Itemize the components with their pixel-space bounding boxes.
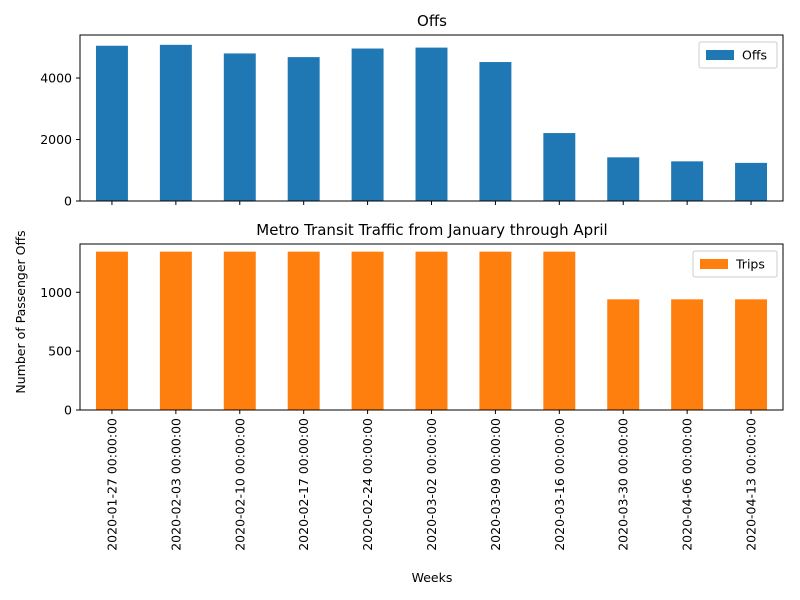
x-tick-label-2: 2020-02-10 00:00:00 <box>232 418 247 551</box>
bar-offs-8 <box>543 133 576 201</box>
bar-trips-7 <box>479 251 512 410</box>
x-tick-label-6: 2020-03-09 00:00:00 <box>488 418 503 551</box>
y-tick-label-offs-2: 4000 <box>40 71 72 86</box>
bar-offs-2 <box>159 44 192 201</box>
bar-trips-6 <box>415 251 448 410</box>
bar-trips-2 <box>159 251 192 410</box>
legend-swatch-trips <box>700 259 728 269</box>
y-tick-label-offs-0: 0 <box>64 194 72 209</box>
chart-title-trips: Metro Transit Traffic from January throu… <box>256 221 607 239</box>
chart-panel-trips: Metro Transit Traffic from January throu… <box>40 221 784 551</box>
bar-trips-3 <box>223 251 256 410</box>
x-tick-label-3: 2020-02-17 00:00:00 <box>296 418 311 551</box>
bar-offs-5 <box>351 48 384 201</box>
x-tick-label-1: 2020-02-03 00:00:00 <box>168 418 183 551</box>
legend-label-offs: Offs <box>742 48 767 63</box>
x-tick-label-0: 2020-01-27 00:00:00 <box>104 418 119 551</box>
bar-trips-10 <box>671 299 704 410</box>
legend-trips <box>692 250 778 278</box>
bar-offs-9 <box>607 157 640 201</box>
legend-offs <box>698 41 778 69</box>
bar-offs-1 <box>95 45 128 201</box>
x-tick-label-7: 2020-03-16 00:00:00 <box>552 418 567 551</box>
bar-offs-6 <box>415 47 448 202</box>
legend-swatch-offs <box>706 50 734 60</box>
bar-trips-5 <box>351 251 384 410</box>
bar-trips-1 <box>95 251 128 410</box>
x-tick-label-8: 2020-03-30 00:00:00 <box>616 418 631 551</box>
y-tick-label-trips-1: 500 <box>48 344 72 359</box>
bar-offs-10 <box>671 161 704 201</box>
bar-offs-3 <box>223 53 256 201</box>
y-axis-label: Number of Passenger Offs <box>13 230 28 393</box>
y-tick-label-offs-1: 2000 <box>40 132 72 147</box>
bar-offs-4 <box>287 57 320 202</box>
y-tick-label-trips-2: 1000 <box>40 285 72 300</box>
bar-trips-8 <box>543 251 576 410</box>
x-tick-label-5: 2020-03-02 00:00:00 <box>424 418 439 551</box>
x-tick-label-4: 2020-02-24 00:00:00 <box>360 418 375 551</box>
bar-trips-9 <box>607 299 640 410</box>
chart-panel-offs: Offs 0 2000 4000 Offs <box>40 12 784 209</box>
legend-label-trips: Trips <box>735 257 765 272</box>
chart-title-offs: Offs <box>417 12 447 30</box>
bar-trips-11 <box>735 299 768 410</box>
x-axis-label: Weeks <box>412 570 453 585</box>
bar-trips-4 <box>287 251 320 410</box>
x-tick-label-9: 2020-04-06 00:00:00 <box>680 418 695 551</box>
bar-offs-11 <box>735 162 768 201</box>
bar-offs-7 <box>479 62 512 202</box>
y-tick-label-trips-0: 0 <box>64 403 72 418</box>
x-tick-label-10: 2020-04-13 00:00:00 <box>744 418 759 551</box>
